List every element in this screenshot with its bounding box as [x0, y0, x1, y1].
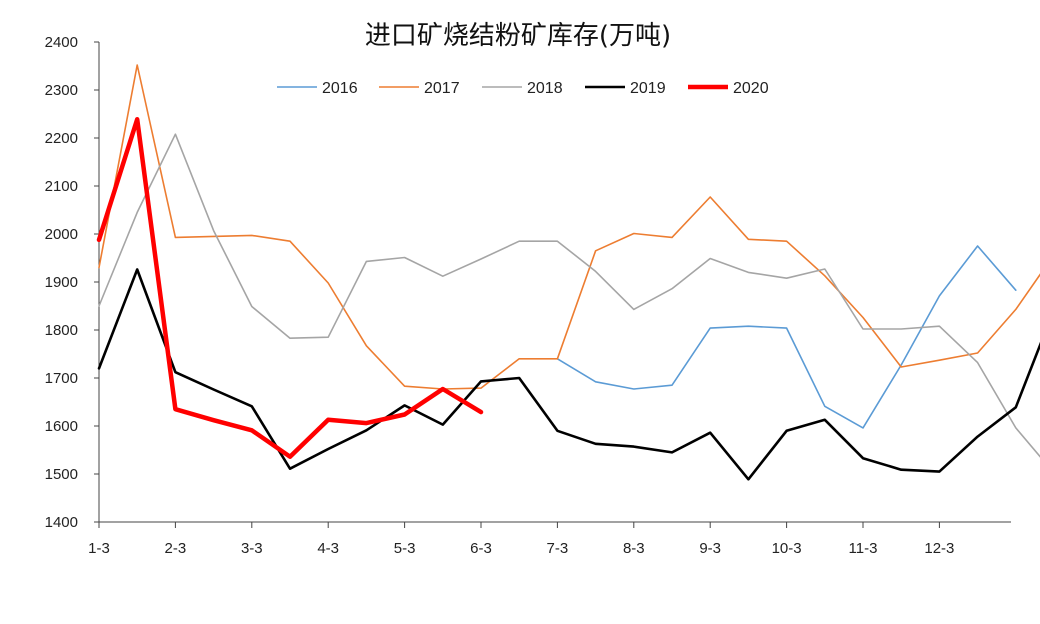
legend-label-2019: 2019 [630, 80, 666, 97]
y-tick-label: 2200 [45, 130, 78, 147]
x-tick-label: 10-3 [772, 540, 802, 557]
x-tick-label: 9-3 [699, 540, 721, 557]
x-tick-label: 2-3 [165, 540, 187, 557]
y-tick-label: 1700 [45, 370, 78, 387]
series-line-2020 [96, 117, 484, 459]
y-tick-label: 1800 [45, 322, 78, 339]
axes: 1400 1500 1600 1700 1800 1900 2000 2100 2200 2300… [45, 34, 1011, 557]
series-layer [96, 64, 1040, 481]
series-line-2019 [97, 268, 1040, 481]
chart-title: 进口矿烧结粉矿库存(万吨) [365, 21, 671, 51]
x-tick-label: 6-3 [470, 540, 492, 557]
y-tick-label: 2000 [45, 226, 78, 243]
legend-label-2016: 2016 [322, 80, 358, 97]
y-tick-label: 1900 [45, 274, 78, 291]
x-tick-label: 7-3 [547, 540, 569, 557]
x-tick-label: 3-3 [241, 540, 263, 557]
series-line-2017 [98, 64, 1040, 390]
y-tick-label: 2400 [45, 34, 78, 51]
x-tick-label: 5-3 [394, 540, 416, 557]
x-tick-label: 1-3 [88, 540, 110, 557]
legend-label-2018: 2018 [527, 80, 563, 97]
y-tick-label: 1400 [45, 514, 78, 531]
y-tick-label: 1500 [45, 466, 78, 483]
series-line-2018 [98, 133, 1040, 458]
x-tick-label: 12-3 [924, 540, 954, 557]
x-tick-label: 11-3 [849, 540, 878, 557]
x-tick-label: 4-3 [317, 540, 339, 557]
legend-label-2017: 2017 [424, 80, 460, 97]
legend-label-2020: 2020 [733, 80, 769, 97]
y-tick-label: 2100 [45, 178, 78, 195]
legend: 2016 2017 2018 2019 2020 [277, 80, 769, 97]
x-tick-label: 8-3 [623, 540, 645, 557]
y-tick-label: 2300 [45, 82, 78, 99]
series-line-2016 [556, 245, 1017, 429]
y-tick-label: 1600 [45, 418, 78, 435]
